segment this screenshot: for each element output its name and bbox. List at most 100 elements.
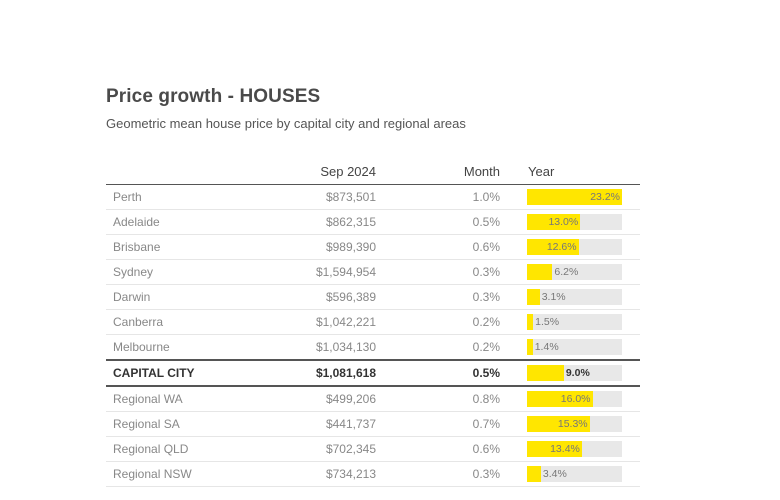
year-bar	[527, 264, 553, 280]
header-sep-2024: Sep 2024	[270, 158, 378, 185]
header-row: Sep 2024 Month Year	[106, 158, 640, 185]
month-change: 0.5%	[378, 359, 502, 387]
table-row: Perth $873,501 1.0% 23.2%	[106, 184, 640, 210]
year-bar	[527, 365, 564, 381]
region-name: Regional QLD	[106, 436, 270, 462]
price-value: $862,315	[270, 209, 378, 235]
table-body: Perth $873,501 1.0% 23.2% Adelaide $862,315 0.…	[106, 184, 640, 487]
table-row: Regional QLD $702,345 0.6% 13.4%	[106, 436, 640, 462]
year-bar-track: 13.0%	[527, 214, 622, 230]
table-row: Regional WA $499,206 0.8% 16.0%	[106, 386, 640, 412]
year-bar-track: 16.0%	[527, 391, 622, 407]
price-value: $1,594,954	[270, 259, 378, 285]
month-change: 0.2%	[378, 334, 502, 361]
year-bar-label: 6.2%	[554, 266, 579, 278]
header-month: Month	[378, 158, 502, 185]
year-bar	[527, 214, 581, 230]
year-bar	[527, 289, 540, 305]
month-change: 0.6%	[378, 234, 502, 260]
year-bar-track: 1.4%	[527, 339, 622, 355]
year-bar-label: 1.5%	[535, 316, 560, 328]
table-row: Darwin $596,389 0.3% 3.1%	[106, 284, 640, 310]
table-row: Regional SA $441,737 0.7% 15.3%	[106, 411, 640, 437]
price-value: $1,042,221	[270, 309, 378, 335]
year-change-cell: 16.0%	[502, 386, 640, 412]
price-value: $1,081,618	[270, 359, 378, 387]
price-value: $1,034,130	[270, 334, 378, 361]
year-bar-track: 3.4%	[527, 466, 622, 482]
region-name: Regional SA	[106, 411, 270, 437]
region-name: Sydney	[106, 259, 270, 285]
month-change: 0.3%	[378, 461, 502, 487]
month-change: 0.8%	[378, 386, 502, 412]
table-row: CAPITAL CITY $1,081,618 0.5% 9.0%	[106, 359, 640, 387]
month-change: 0.6%	[378, 436, 502, 462]
year-bar	[527, 466, 541, 482]
table-row: Regional NSW $734,213 0.3% 3.4%	[106, 461, 640, 487]
year-bar	[527, 339, 533, 355]
region-name: Adelaide	[106, 209, 270, 235]
year-change-cell: 3.4%	[502, 461, 640, 487]
year-bar	[527, 441, 582, 457]
year-bar-label: 23.2%	[590, 191, 620, 203]
year-change-cell: 1.5%	[502, 309, 640, 335]
year-change-cell: 12.6%	[502, 234, 640, 260]
year-bar-track: 13.4%	[527, 441, 622, 457]
chart-subtitle: Geometric mean house price by capital ci…	[106, 116, 466, 131]
year-bar	[527, 189, 622, 205]
table-row: Brisbane $989,390 0.6% 12.6%	[106, 234, 640, 260]
header-region	[106, 158, 270, 185]
region-name: Regional NSW	[106, 461, 270, 487]
price-value: $989,390	[270, 234, 378, 260]
region-name: Perth	[106, 184, 270, 210]
region-name: CAPITAL CITY	[106, 359, 270, 387]
year-bar-label: 3.4%	[542, 468, 567, 480]
year-bar	[527, 416, 590, 432]
year-bar-label: 3.1%	[541, 291, 566, 303]
month-change: 0.5%	[378, 209, 502, 235]
year-bar-track: 3.1%	[527, 289, 622, 305]
region-name: Regional WA	[106, 386, 270, 412]
month-change: 0.2%	[378, 309, 502, 335]
year-bar-track: 12.6%	[527, 239, 622, 255]
month-change: 0.3%	[378, 259, 502, 285]
region-name: Brisbane	[106, 234, 270, 260]
price-value: $596,389	[270, 284, 378, 310]
month-change: 1.0%	[378, 184, 502, 210]
chart-title: Price growth - HOUSES	[106, 86, 321, 107]
year-change-cell: 13.0%	[502, 209, 640, 235]
month-change: 0.3%	[378, 284, 502, 310]
year-bar-track: 23.2%	[527, 189, 622, 205]
year-bar-track: 9.0%	[527, 365, 622, 381]
price-value: $734,213	[270, 461, 378, 487]
year-bar-label: 15.3%	[557, 418, 588, 430]
price-growth-table: Sep 2024 Month Year Perth $873,501 1.0% 23.…	[106, 158, 640, 487]
year-bar-track: 15.3%	[527, 416, 622, 432]
year-bar-track: 6.2%	[527, 264, 622, 280]
year-change-cell: 23.2%	[502, 184, 640, 210]
region-name: Darwin	[106, 284, 270, 310]
year-bar	[527, 239, 579, 255]
year-change-cell: 9.0%	[502, 359, 640, 387]
year-bar-label: 12.6%	[546, 241, 577, 253]
year-change-cell: 3.1%	[502, 284, 640, 310]
price-value: $873,501	[270, 184, 378, 210]
year-bar-track: 1.5%	[527, 314, 622, 330]
price-value: $499,206	[270, 386, 378, 412]
year-change-cell: 15.3%	[502, 411, 640, 437]
table-row: Melbourne $1,034,130 0.2% 1.4%	[106, 334, 640, 361]
price-value: $702,345	[270, 436, 378, 462]
region-name: Melbourne	[106, 334, 270, 361]
table-row: Adelaide $862,315 0.5% 13.0%	[106, 209, 640, 235]
year-bar-label: 1.4%	[534, 341, 559, 353]
year-bar-label: 9.0%	[565, 367, 590, 379]
year-change-cell: 1.4%	[502, 334, 640, 361]
month-change: 0.7%	[378, 411, 502, 437]
year-bar	[527, 314, 534, 330]
year-change-cell: 6.2%	[502, 259, 640, 285]
header-year: Year	[502, 158, 640, 185]
year-bar-label: 13.0%	[548, 216, 579, 228]
table-row: Sydney $1,594,954 0.3% 6.2%	[106, 259, 640, 285]
year-bar-label: 16.0%	[560, 393, 591, 405]
year-change-cell: 13.4%	[502, 436, 640, 462]
